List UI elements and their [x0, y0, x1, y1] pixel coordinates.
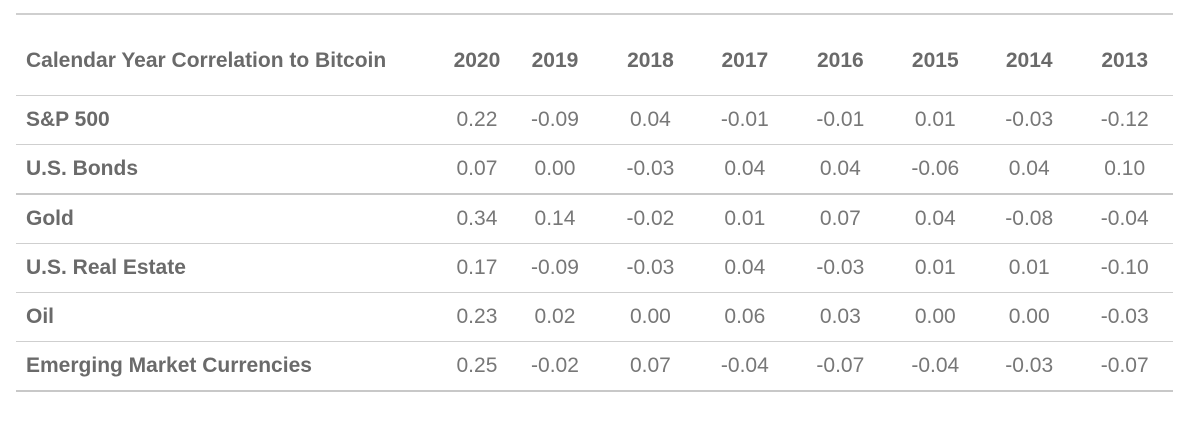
row-label: S&P 500 [16, 95, 448, 145]
table-cell: 0.04 [697, 243, 793, 293]
table-cell: -0.04 [697, 341, 793, 392]
row-label: Gold [16, 193, 448, 244]
table-cell: -0.03 [1076, 292, 1173, 342]
header-label: Calendar Year Correlation to Bitcoin [16, 15, 448, 96]
correlation-table-container: Calendar Year Correlation to Bitcoin 202… [16, 13, 1173, 392]
table-cell: -0.04 [888, 341, 982, 392]
table-cell: -0.06 [888, 144, 982, 195]
table-row: Oil 0.23 0.02 0.00 0.06 0.03 0.00 0.00 -… [16, 292, 1173, 342]
table-cell: 0.34 [447, 193, 507, 244]
row-label: Oil [16, 292, 448, 342]
table-cell: 0.03 [792, 292, 889, 342]
column-header: 2019 [506, 15, 604, 96]
table-cell: 0.10 [1076, 144, 1173, 195]
table-cell: 0.01 [888, 243, 982, 293]
row-label: Emerging Market Currencies [16, 341, 448, 392]
table-cell: -0.03 [603, 144, 698, 195]
table-row: S&P 500 0.22 -0.09 0.04 -0.01 -0.01 0.01… [16, 95, 1173, 145]
column-header: 2014 [982, 15, 1077, 96]
row-label: U.S. Bonds [16, 144, 448, 195]
table-cell: -0.09 [506, 243, 604, 293]
column-header: 2018 [603, 15, 698, 96]
table-cell: -0.01 [697, 95, 793, 145]
table-cell: 0.00 [506, 144, 604, 195]
correlation-table: Calendar Year Correlation to Bitcoin 202… [16, 15, 1173, 392]
table-cell: -0.02 [506, 341, 604, 392]
table-cell: 0.04 [603, 95, 698, 145]
table-cell: 0.01 [888, 95, 982, 145]
table-cell: 0.04 [982, 144, 1077, 195]
table-cell: -0.04 [1076, 193, 1173, 244]
table-cell: 0.04 [888, 193, 982, 244]
table-cell: 0.23 [447, 292, 507, 342]
table-cell: 0.01 [982, 243, 1077, 293]
table-cell: 0.04 [792, 144, 889, 195]
row-label: U.S. Real Estate [16, 243, 448, 293]
table-row: Gold 0.34 0.14 -0.02 0.01 0.07 0.04 -0.0… [16, 193, 1173, 244]
table-cell: -0.10 [1076, 243, 1173, 293]
table-cell: 0.22 [447, 95, 507, 145]
column-header: 2013 [1076, 15, 1173, 96]
table-cell: 0.07 [603, 341, 698, 392]
table-cell: -0.03 [982, 95, 1077, 145]
table-cell: 0.07 [447, 144, 507, 195]
column-header: 2016 [792, 15, 889, 96]
column-header: 2020 [447, 15, 507, 96]
table-cell: 0.00 [603, 292, 698, 342]
table-cell: 0.00 [888, 292, 982, 342]
table-cell: 0.02 [506, 292, 604, 342]
table-row: Emerging Market Currencies 0.25 -0.02 0.… [16, 341, 1173, 392]
column-header: 2017 [697, 15, 793, 96]
table-cell: -0.03 [603, 243, 698, 293]
table-cell: -0.03 [982, 341, 1077, 392]
table-cell: 0.04 [697, 144, 793, 195]
table-cell: 0.00 [982, 292, 1077, 342]
table-cell: -0.08 [982, 193, 1077, 244]
table-cell: -0.09 [506, 95, 604, 145]
table-cell: -0.03 [792, 243, 889, 293]
table-cell: -0.01 [792, 95, 889, 145]
table-cell: -0.02 [603, 193, 698, 244]
table-cell: 0.14 [506, 193, 604, 244]
table-cell: -0.07 [792, 341, 889, 392]
table-cell: 0.06 [697, 292, 793, 342]
table-row: U.S. Real Estate 0.17 -0.09 -0.03 0.04 -… [16, 243, 1173, 293]
table-cell: 0.17 [447, 243, 507, 293]
header-row: Calendar Year Correlation to Bitcoin 202… [16, 15, 1173, 96]
table-cell: -0.12 [1076, 95, 1173, 145]
table-cell: 0.07 [792, 193, 889, 244]
table-cell: -0.07 [1076, 341, 1173, 392]
table-row: U.S. Bonds 0.07 0.00 -0.03 0.04 0.04 -0.… [16, 144, 1173, 195]
column-header: 2015 [888, 15, 982, 96]
table-cell: 0.01 [697, 193, 793, 244]
table-cell: 0.25 [447, 341, 507, 392]
